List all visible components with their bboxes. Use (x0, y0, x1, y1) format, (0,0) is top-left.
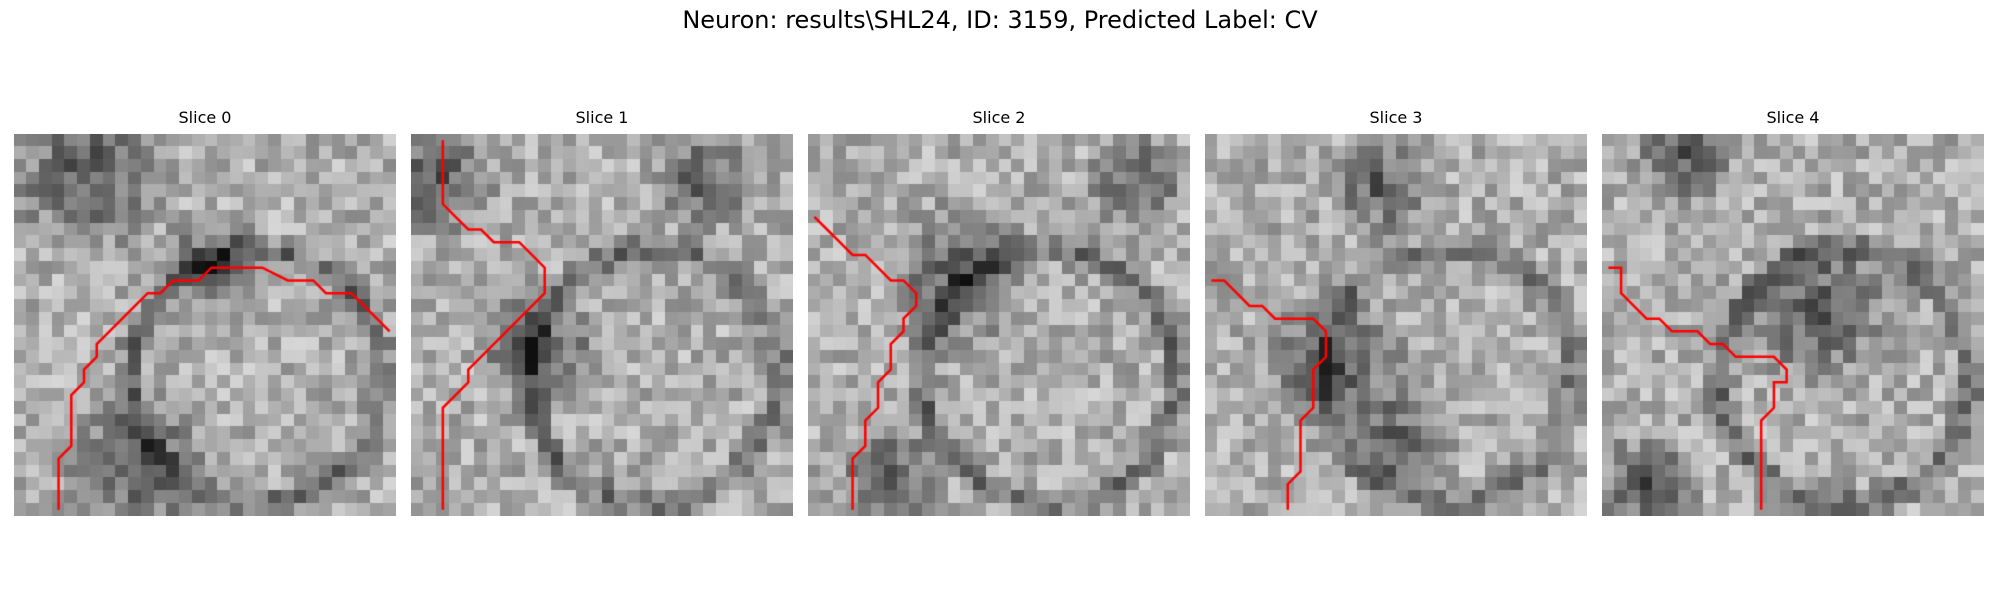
slice-panel-0: Slice 0 (14, 108, 396, 520)
slice-image-4 (1602, 134, 1984, 516)
slice-image-0 (14, 134, 396, 516)
slice-panel-3: Slice 3 (1205, 108, 1587, 520)
slice-image-3 (1205, 134, 1587, 516)
slice-image-2 (808, 134, 1190, 516)
slice-title-0: Slice 0 (178, 108, 232, 127)
slice-image-1 (411, 134, 793, 516)
slice-title-1: Slice 1 (575, 108, 629, 127)
slice-panel-1: Slice 1 (411, 108, 793, 520)
slice-panel-2: Slice 2 (808, 108, 1190, 520)
figure-title: Neuron: results\SHL24, ID: 3159, Predict… (682, 6, 1318, 34)
slice-title-4: Slice 4 (1766, 108, 1820, 127)
slice-title-3: Slice 3 (1369, 108, 1423, 127)
slice-panel-4: Slice 4 (1602, 108, 1984, 520)
slice-title-2: Slice 2 (972, 108, 1026, 127)
